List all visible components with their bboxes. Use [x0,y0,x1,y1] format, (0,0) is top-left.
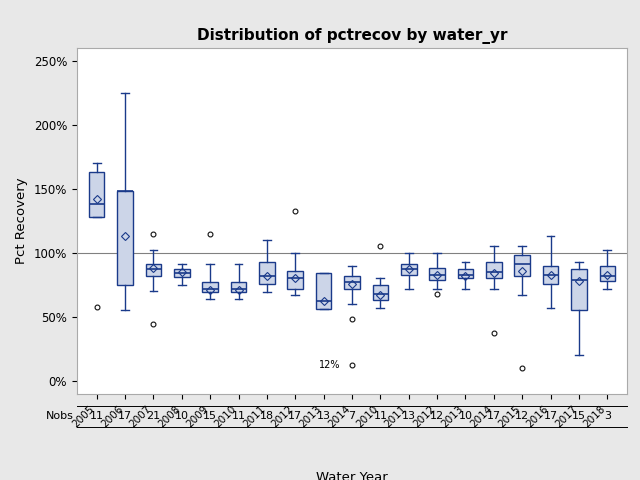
Text: 7: 7 [348,411,356,421]
Text: 17: 17 [487,411,501,421]
Text: 13: 13 [402,411,416,421]
PathPatch shape [230,282,246,292]
PathPatch shape [89,172,104,217]
Text: 15: 15 [572,411,586,421]
Text: 12: 12 [515,411,529,421]
Text: 3: 3 [604,411,611,421]
PathPatch shape [174,269,189,277]
PathPatch shape [146,264,161,276]
PathPatch shape [515,255,530,276]
PathPatch shape [543,265,559,284]
PathPatch shape [600,265,615,281]
Text: 13: 13 [317,411,331,421]
PathPatch shape [117,192,133,285]
PathPatch shape [372,285,388,300]
PathPatch shape [202,282,218,292]
Y-axis label: Pct Recovery: Pct Recovery [15,178,28,264]
Text: 17: 17 [543,411,557,421]
PathPatch shape [316,273,332,309]
PathPatch shape [571,269,587,311]
PathPatch shape [486,262,502,278]
Text: 10: 10 [175,411,189,421]
PathPatch shape [458,269,474,278]
Text: 11: 11 [232,411,246,421]
Text: 12: 12 [430,411,444,421]
Title: Distribution of pctrecov by water_yr: Distribution of pctrecov by water_yr [196,28,508,44]
PathPatch shape [287,271,303,288]
Text: 17: 17 [288,411,302,421]
Text: 21: 21 [147,411,161,421]
Text: 10: 10 [458,411,472,421]
Text: 15: 15 [203,411,217,421]
Text: 17: 17 [118,411,132,421]
PathPatch shape [401,264,417,275]
X-axis label: Water Year: Water Year [316,471,388,480]
Text: 11: 11 [373,411,387,421]
Text: 18: 18 [260,411,274,421]
Text: 11: 11 [90,411,104,421]
PathPatch shape [344,276,360,288]
PathPatch shape [429,268,445,280]
Text: Nobs: Nobs [45,411,74,421]
PathPatch shape [259,262,275,284]
Text: 12%: 12% [319,360,340,371]
